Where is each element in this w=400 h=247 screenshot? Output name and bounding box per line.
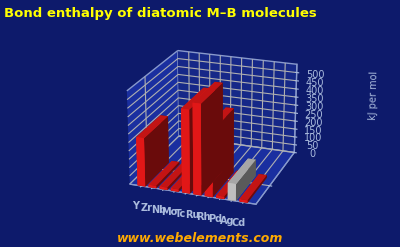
- Text: Bond enthalpy of diatomic M–B molecules: Bond enthalpy of diatomic M–B molecules: [4, 7, 317, 21]
- Text: www.webelements.com: www.webelements.com: [117, 231, 283, 245]
